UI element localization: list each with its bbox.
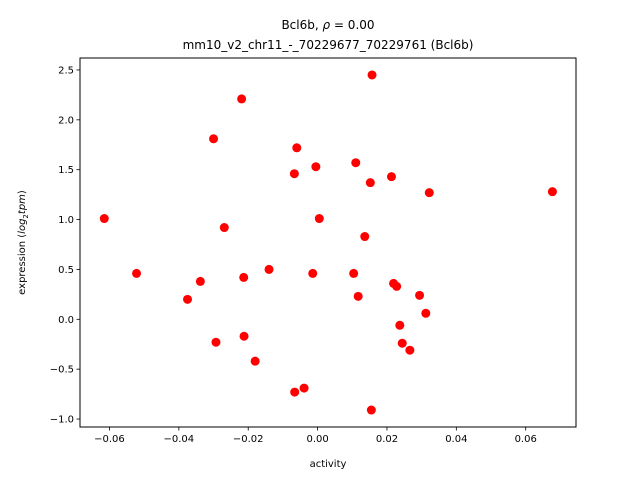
data-point xyxy=(264,264,274,274)
data-point xyxy=(289,169,299,179)
data-point xyxy=(349,268,359,278)
data-point xyxy=(353,291,363,301)
x-tick-label: 0.00 xyxy=(306,434,328,445)
data-point xyxy=(299,383,309,393)
data-point xyxy=(366,405,376,415)
data-point xyxy=(360,232,370,242)
data-point xyxy=(351,158,361,168)
data-point xyxy=(415,290,425,300)
x-tick-label: −0.04 xyxy=(164,434,195,445)
data-point xyxy=(395,320,405,330)
data-point xyxy=(365,178,375,188)
y-tick-label: 1.0 xyxy=(58,215,74,226)
data-point xyxy=(209,134,219,144)
y-tick-label: −0.5 xyxy=(50,365,74,376)
data-point xyxy=(237,94,247,104)
data-point xyxy=(195,276,205,286)
data-point xyxy=(367,70,377,80)
data-point xyxy=(132,268,142,278)
y-tick-label: −1.0 xyxy=(50,415,74,426)
data-point xyxy=(421,308,431,318)
x-tick-label: 0.02 xyxy=(376,434,398,445)
data-point xyxy=(405,345,415,355)
y-axis-label: expression (log2tpm) xyxy=(17,190,30,295)
y-tick-label: 0.5 xyxy=(58,265,74,276)
data-point xyxy=(424,188,434,198)
data-point xyxy=(311,162,321,172)
x-tick-label: 0.06 xyxy=(515,434,537,445)
chart-title: Bcl6b, ρ = 0.00 mm10_v2_chr11_-_70229677… xyxy=(183,18,474,52)
data-point xyxy=(239,272,249,282)
data-point xyxy=(392,281,402,291)
data-point xyxy=(314,214,324,224)
chart-title-line2: mm10_v2_chr11_-_70229677_70229761 (Bcl6b… xyxy=(183,38,474,52)
y-tick-label: 2.5 xyxy=(58,65,74,76)
data-point xyxy=(386,172,396,182)
chart-title-line1: Bcl6b, ρ = 0.00 xyxy=(281,18,374,32)
axis-ticks: −0.06 −0.04 −0.02 0.00 0.02 0.04 0.06 −1.0 −0.5 0… xyxy=(50,65,537,445)
data-point xyxy=(99,214,109,224)
data-point xyxy=(219,223,229,233)
data-point xyxy=(183,294,193,304)
data-point xyxy=(397,338,407,348)
y-tick-label: 2.0 xyxy=(58,115,74,126)
x-tick-label: −0.02 xyxy=(233,434,264,445)
y-tick-label: 0.0 xyxy=(58,315,74,326)
data-point xyxy=(547,187,557,197)
data-points xyxy=(99,70,557,415)
data-point xyxy=(292,143,302,153)
x-axis-label: activity xyxy=(310,459,347,470)
y-tick-label: 1.5 xyxy=(58,165,74,176)
data-point xyxy=(239,331,249,341)
data-point xyxy=(250,356,260,366)
data-point xyxy=(290,387,300,397)
x-tick-label: −0.06 xyxy=(94,434,125,445)
x-tick-label: 0.04 xyxy=(445,434,467,445)
data-point xyxy=(211,337,221,347)
data-point xyxy=(308,268,318,278)
plot-frame xyxy=(79,57,577,428)
